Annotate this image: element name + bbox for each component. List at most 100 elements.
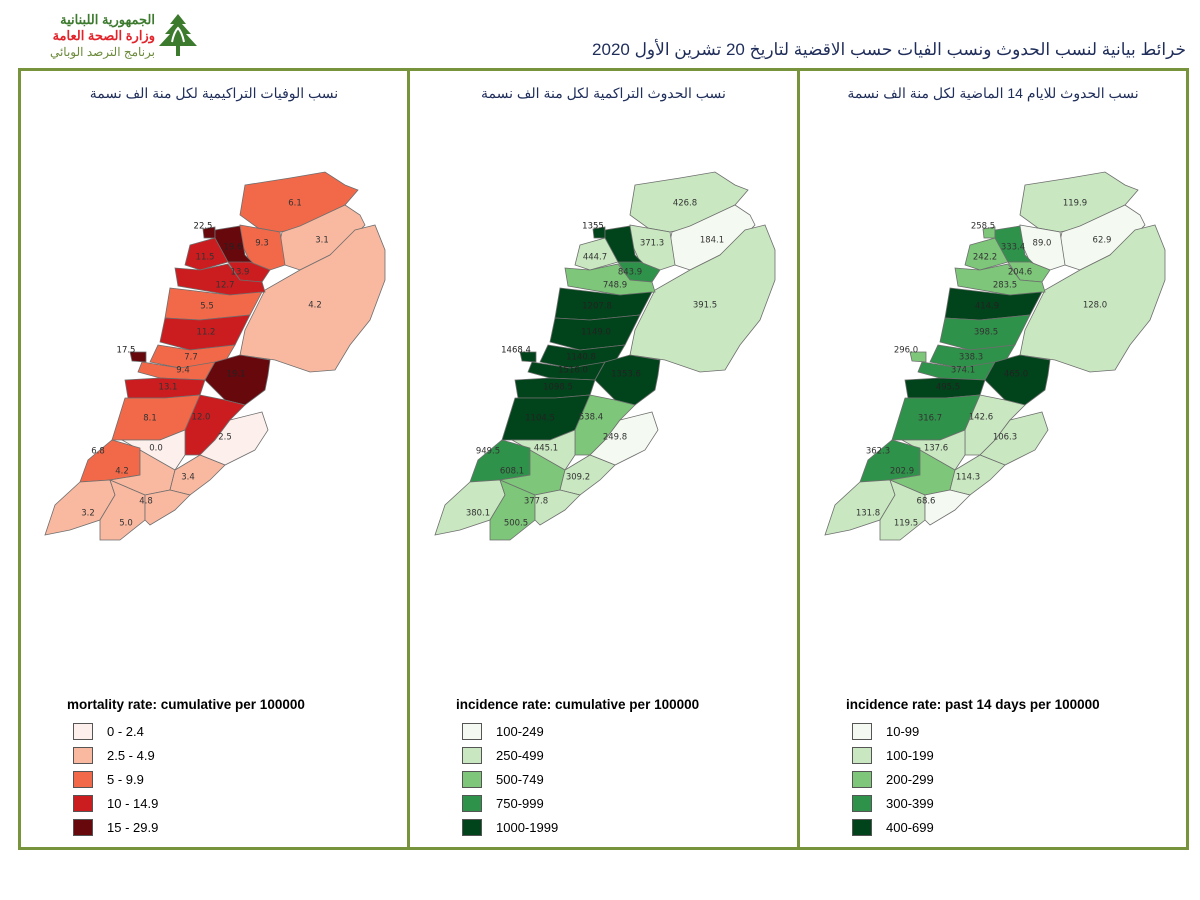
legend-label: 500-749 xyxy=(496,771,544,787)
district-region xyxy=(519,351,537,363)
district-value-label: 3.4 xyxy=(181,473,195,483)
district-region xyxy=(534,489,581,526)
legend-label: 10 - 14.9 xyxy=(107,795,159,811)
legend-label: 2.5 - 4.9 xyxy=(107,747,155,763)
district-value-label: 184.1 xyxy=(700,236,724,246)
legend-label: 15 - 29.9 xyxy=(107,819,159,835)
legend-swatch xyxy=(852,818,872,836)
district-value-label: 1355 xyxy=(582,222,604,232)
district-region xyxy=(954,263,1046,296)
legend-label: 200-299 xyxy=(886,771,934,787)
district-value-label: 68.6 xyxy=(917,497,936,507)
district-value-label: 426.8 xyxy=(673,199,697,209)
district-value-label: 1140.8 xyxy=(566,353,596,363)
district-value-label: 8.1 xyxy=(143,414,157,424)
district-region xyxy=(909,351,927,363)
district-value-label: 13.1 xyxy=(159,383,178,393)
cedar-icon xyxy=(159,14,197,56)
legend-item: 1000-1999 xyxy=(456,815,699,839)
district-region xyxy=(174,263,266,296)
legend-label: 250-499 xyxy=(496,747,544,763)
legend-swatch xyxy=(73,818,93,836)
district-value-label: 106.3 xyxy=(993,433,1017,443)
district-value-label: 9.3 xyxy=(255,239,269,249)
legend-item: 10 - 14.9 xyxy=(67,791,305,815)
district-value-label: 12.0 xyxy=(192,413,211,423)
district-value-label: 13.9 xyxy=(231,268,250,278)
legend-title: incidence rate: cumulative per 100000 xyxy=(456,697,700,712)
legend-item: 500-749 xyxy=(456,767,699,791)
logo-line-1: الجمهورية اللبنانية xyxy=(60,12,155,27)
panel-title: نسب الحدوث للايام 14 الماضية لكل منة الف… xyxy=(847,85,1139,101)
district-region xyxy=(79,439,141,483)
district-region xyxy=(129,351,147,363)
district-region xyxy=(239,224,386,373)
district-value-label: 1353.6 xyxy=(611,370,641,380)
district-region xyxy=(1019,224,1166,373)
page-title: خرائط بيانية لنسب الحدوث ونسب الفيات حسب… xyxy=(592,40,1186,59)
legend-label: 300-399 xyxy=(886,795,934,811)
district-value-label: 258.5 xyxy=(971,222,995,232)
district-value-label: 538.4 xyxy=(579,413,603,423)
district-value-label: 1468.4 xyxy=(501,346,531,356)
district-value-label: 12.7 xyxy=(216,281,235,291)
district-region xyxy=(964,237,1009,271)
ministry-logo: الجمهورية اللبنانية وزارة الصحة العامة ب… xyxy=(20,12,200,62)
legend-item: 10-99 xyxy=(846,719,1100,743)
legend-swatch xyxy=(73,794,93,812)
legend-item: 5 - 9.9 xyxy=(67,767,305,791)
district-value-label: 316.7 xyxy=(918,414,942,424)
panel-incidence-14-days: نسب الحدوث للايام 14 الماضية لكل منة الف… xyxy=(797,68,1189,850)
district-value-label: 398.5 xyxy=(974,328,998,338)
district-value-label: 608.1 xyxy=(500,467,524,477)
district-value-label: 371.3 xyxy=(640,239,664,249)
legend-item: 15 - 29.9 xyxy=(67,815,305,839)
legend-swatch xyxy=(462,746,482,764)
district-region xyxy=(594,354,661,406)
district-value-label: 114.3 xyxy=(956,473,980,483)
legend-label: 10-99 xyxy=(886,723,920,739)
legend-item: 200-299 xyxy=(846,767,1100,791)
district-value-label: 374.1 xyxy=(951,366,975,376)
district-value-label: 128.0 xyxy=(1083,301,1107,311)
district-value-label: 89.0 xyxy=(1033,239,1052,249)
district-region xyxy=(184,237,229,271)
legend-swatch xyxy=(73,770,93,788)
logo-line-2: وزارة الصحة العامة xyxy=(52,28,155,43)
district-value-label: 62.9 xyxy=(1093,236,1112,246)
district-value-label: 9.4 xyxy=(176,366,190,376)
legend-label: 1000-1999 xyxy=(496,819,559,835)
district-value-label: 414.9 xyxy=(975,302,999,312)
district-value-label: 22.5 xyxy=(194,222,213,232)
legend-item: 2.5 - 4.9 xyxy=(67,743,305,767)
legend-swatch xyxy=(462,794,482,812)
legend: incidence rate: past 14 days per 100000 … xyxy=(846,697,1100,839)
district-value-label: 19.1 xyxy=(227,370,246,380)
district-value-label: 119.9 xyxy=(1063,199,1087,209)
district-value-label: 333.4 xyxy=(1001,243,1025,253)
legend-item: 100-249 xyxy=(456,719,699,743)
district-value-label: 6.8 xyxy=(91,447,105,457)
district-value-label: 119.5 xyxy=(894,519,918,529)
district-value-label: 391.5 xyxy=(693,301,717,311)
district-value-label: 495.5 xyxy=(936,383,960,393)
district-value-label: 1098.5 xyxy=(543,383,573,393)
district-region xyxy=(574,237,619,271)
legend-label: 5 - 9.9 xyxy=(107,771,144,787)
district-value-label: 3.2 xyxy=(81,509,95,519)
district-value-label: 2.5 xyxy=(218,433,232,443)
district-value-label: 4.2 xyxy=(115,467,129,477)
legend-item: 300-399 xyxy=(846,791,1100,815)
district-value-label: 296.0 xyxy=(894,346,918,356)
legend-label: 750-999 xyxy=(496,795,544,811)
district-value-label: 843.9 xyxy=(618,268,642,278)
legend-swatch xyxy=(462,770,482,788)
legend-swatch xyxy=(462,722,482,740)
legend-swatch xyxy=(73,722,93,740)
district-value-label: 204.6 xyxy=(1008,268,1032,278)
map-3: 119.9 62.9 128.0 89.0 258.5 333.4 242.2 204.6 28… xyxy=(824,171,1166,541)
district-value-label: 444.7 xyxy=(583,253,607,263)
district-value-label: 17.5 xyxy=(117,346,136,356)
district-region xyxy=(629,224,776,373)
